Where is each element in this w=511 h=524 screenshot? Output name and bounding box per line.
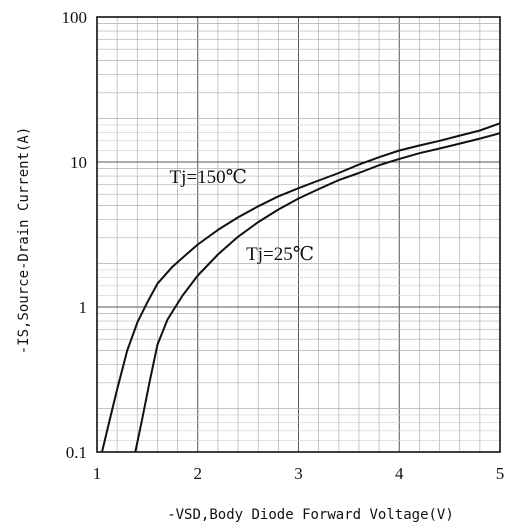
series-group: [101, 122, 501, 453]
y-tick-label: 0.1: [66, 443, 87, 462]
annotation-tj-150: Tj=150℃: [170, 167, 247, 188]
x-axis-label: -VSD,Body Diode Forward Voltage(V): [167, 507, 454, 523]
x-tick-label: 5: [496, 464, 505, 483]
y-tick-label: 100: [62, 8, 88, 27]
x-axis-ticks: 1 2 3 4 5: [93, 464, 505, 483]
plot-frame: [96, 16, 501, 453]
annotations: Tj=150℃ Tj=25℃: [170, 167, 314, 265]
y-tick-label: 1: [79, 298, 88, 317]
x-tick-label: 4: [395, 464, 404, 483]
series-line-tj-25: [134, 132, 501, 453]
x-tick-label: 3: [294, 464, 303, 483]
x-tick-label: 2: [194, 464, 203, 483]
x-tick-label: 1: [93, 464, 102, 483]
series-line-tj-150: [101, 122, 501, 453]
annotation-tj-25: Tj=25℃: [246, 244, 314, 265]
y-axis-label: -IS,Source-Drain Current(A): [16, 127, 32, 355]
y-tick-label: 10: [70, 153, 87, 172]
grid: [96, 17, 501, 453]
y-axis-ticks: 0.1 1 10 100: [62, 8, 88, 462]
